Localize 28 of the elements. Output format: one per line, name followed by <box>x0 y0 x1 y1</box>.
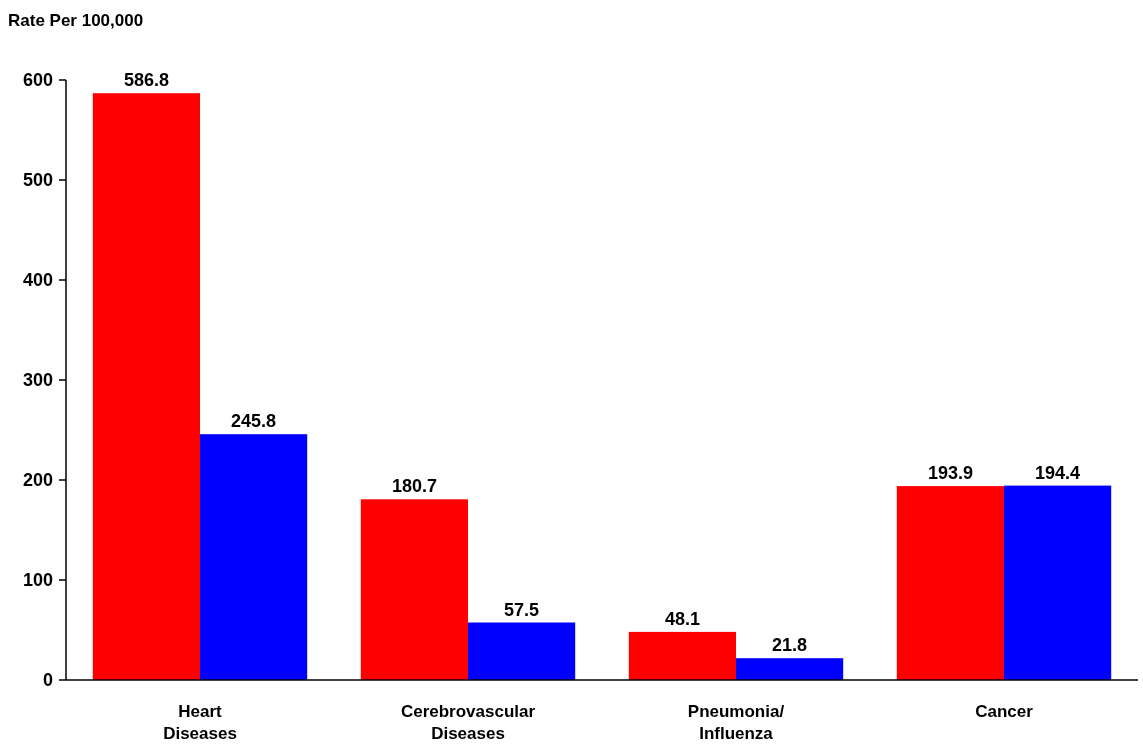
x-tick-label: Pneumonia/ Influenza <box>687 702 785 743</box>
data-label: 245.8 <box>231 411 277 432</box>
data-label: 193.9 <box>927 463 973 484</box>
y-tick-label: 300 <box>22 370 53 391</box>
x-tick-label: Cerebrovascular Diseases <box>400 702 536 743</box>
x-tick-label: Heart Diseases <box>163 702 237 743</box>
data-label: 180.7 <box>391 476 437 497</box>
data-label: 194.4 <box>1035 462 1081 483</box>
bar <box>200 434 308 680</box>
y-tick-label: 500 <box>22 170 53 191</box>
data-label: 48.1 <box>664 608 700 629</box>
bar <box>896 486 1004 680</box>
y-tick-label: 200 <box>22 470 53 491</box>
y-tick-label: 0 <box>42 670 53 691</box>
y-tick-label: 400 <box>22 270 53 291</box>
data-label: 21.8 <box>772 635 808 656</box>
data-label: 586.8 <box>123 70 169 91</box>
bar <box>736 658 844 680</box>
bar <box>1004 485 1112 680</box>
bar <box>628 631 736 680</box>
x-tick-label: Cancer <box>975 702 1034 721</box>
y-axis-title: Rate Per 100,000 <box>8 11 144 30</box>
bar <box>360 499 468 680</box>
y-tick-label: 100 <box>22 570 53 591</box>
y-tick-label: 600 <box>22 70 53 91</box>
bar <box>92 93 200 680</box>
data-label: 57.5 <box>504 599 540 620</box>
bar <box>468 622 576 680</box>
